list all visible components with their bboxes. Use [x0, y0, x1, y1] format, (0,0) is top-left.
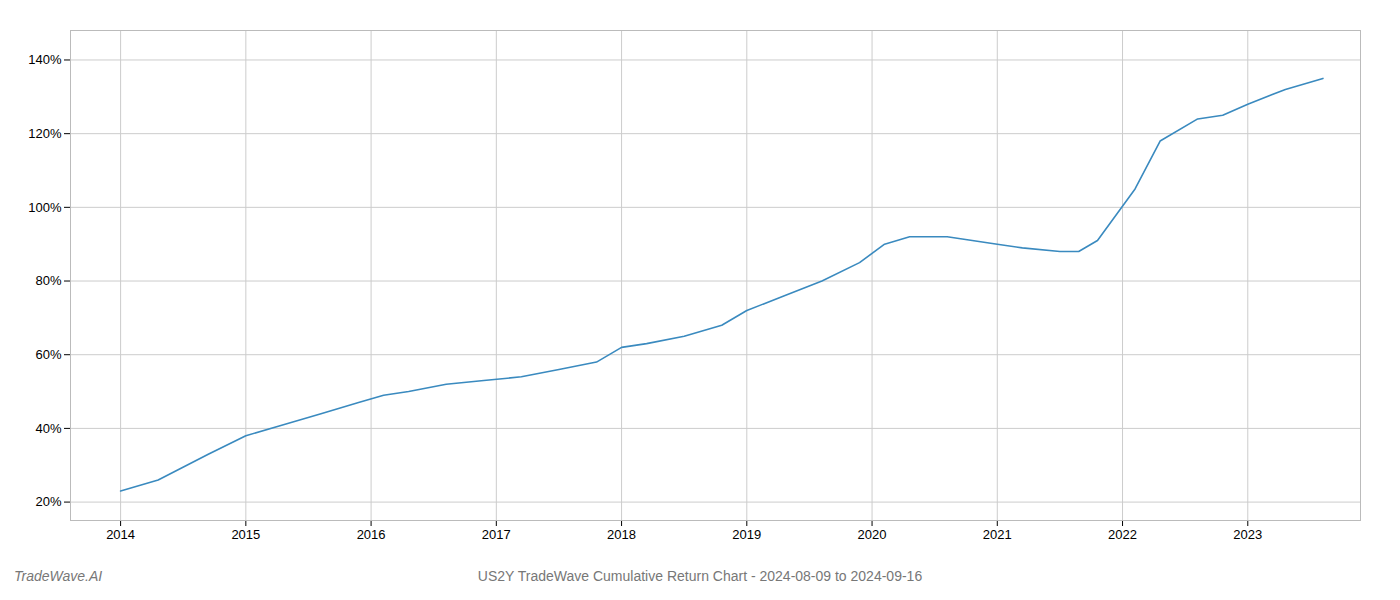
svg-text:2020: 2020	[858, 527, 887, 542]
html-text:US2Y TradeWave Cumulative Retu: US2Y TradeWave Cumulative Return Chart -…	[477, 568, 923, 584]
svg-text:20%: 20%	[35, 494, 61, 509]
html-text:TradeWave.AI: TradeWave.AI	[14, 568, 103, 584]
svg-text:100%: 100%	[28, 200, 62, 215]
svg-text:40%: 40%	[35, 421, 61, 436]
svg-text:80%: 80%	[35, 273, 61, 288]
svg-text:2017: 2017	[482, 527, 511, 542]
svg-text:2015: 2015	[231, 527, 260, 542]
svg-text:2014: 2014	[106, 527, 135, 542]
svg-text:2021: 2021	[983, 527, 1012, 542]
svg-text:60%: 60%	[35, 347, 61, 362]
svg-text:120%: 120%	[28, 126, 62, 141]
svg-text:2016: 2016	[357, 527, 386, 542]
svg-text:2023: 2023	[1233, 527, 1262, 542]
svg-text:2022: 2022	[1108, 527, 1137, 542]
svg-text:2019: 2019	[732, 527, 761, 542]
svg-text:2018: 2018	[607, 527, 636, 542]
svg-text:140%: 140%	[28, 52, 62, 67]
